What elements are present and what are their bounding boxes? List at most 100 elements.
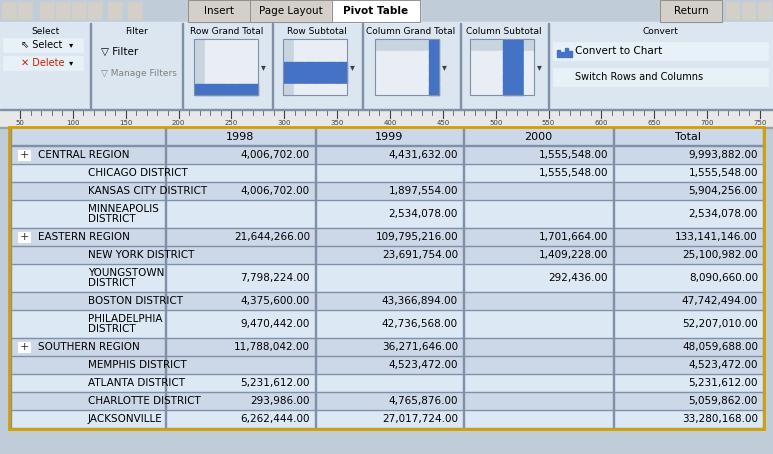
Bar — [216, 39, 226, 49]
Bar — [429, 84, 438, 94]
Text: ▽ Filter: ▽ Filter — [101, 47, 138, 57]
Bar — [418, 62, 427, 72]
Bar — [108, 2, 122, 19]
Text: 52,207,010.00: 52,207,010.00 — [683, 319, 758, 329]
Bar — [481, 84, 491, 94]
Bar — [569, 51, 572, 57]
Bar — [10, 263, 763, 264]
Bar — [90, 23, 91, 108]
Text: 250: 250 — [225, 120, 238, 126]
Bar — [326, 62, 335, 72]
Bar — [553, 42, 768, 60]
Text: 650: 650 — [648, 120, 661, 126]
Bar — [284, 51, 293, 61]
Bar — [376, 39, 385, 49]
Bar — [0, 22, 773, 110]
Bar — [226, 62, 237, 72]
Text: Insert: Insert — [204, 6, 234, 16]
Bar — [337, 84, 346, 94]
Text: Select: Select — [31, 26, 59, 35]
Text: 5,904,256.00: 5,904,256.00 — [689, 186, 758, 196]
Bar — [0, 109, 773, 110]
Bar — [429, 51, 438, 61]
Text: 9,993,882.00: 9,993,882.00 — [689, 150, 758, 160]
Text: 1,409,228.00: 1,409,228.00 — [539, 250, 608, 260]
Bar — [0, 0, 773, 22]
Bar — [492, 73, 502, 83]
Bar — [326, 73, 335, 83]
Text: 47,742,494.00: 47,742,494.00 — [682, 296, 758, 306]
Bar — [513, 73, 523, 83]
Bar — [429, 62, 438, 72]
Bar — [10, 292, 763, 310]
Bar — [660, 0, 722, 22]
Bar — [182, 23, 183, 108]
Bar — [386, 73, 396, 83]
Bar — [513, 51, 523, 61]
Bar — [10, 227, 763, 228]
Bar — [10, 374, 763, 392]
Bar — [471, 51, 480, 61]
Bar — [216, 51, 226, 61]
Bar — [248, 62, 257, 72]
Text: 8,090,660.00: 8,090,660.00 — [689, 273, 758, 283]
Bar — [248, 73, 257, 83]
Bar — [188, 0, 250, 22]
Text: 400: 400 — [383, 120, 397, 126]
Bar — [471, 62, 480, 72]
Bar — [295, 73, 304, 83]
Bar — [295, 62, 304, 72]
Bar — [726, 2, 739, 19]
Bar — [418, 84, 427, 94]
Text: 50: 50 — [15, 120, 25, 126]
Bar — [226, 39, 237, 49]
Bar — [407, 84, 417, 94]
Bar — [18, 150, 30, 160]
Bar — [469, 38, 535, 96]
Bar — [481, 39, 491, 49]
Bar — [315, 51, 325, 61]
Bar — [315, 62, 325, 72]
Text: 36,271,646.00: 36,271,646.00 — [382, 342, 458, 352]
Bar — [492, 51, 502, 61]
Text: ▽ Manage Filters: ▽ Manage Filters — [101, 69, 177, 79]
Text: 4,006,702.00: 4,006,702.00 — [241, 186, 310, 196]
Bar — [284, 62, 293, 72]
Text: CHARLOTTE DISTRICT: CHARLOTTE DISTRICT — [88, 396, 201, 406]
Text: YOUNGSTOWN
DISTRICT: YOUNGSTOWN DISTRICT — [88, 267, 165, 288]
Bar — [10, 391, 763, 392]
Bar — [284, 84, 293, 94]
Bar — [471, 39, 480, 49]
Text: 33,280,168.00: 33,280,168.00 — [682, 414, 758, 424]
Bar — [195, 51, 204, 61]
Bar — [295, 39, 304, 49]
Text: 300: 300 — [278, 120, 291, 126]
Bar — [237, 51, 247, 61]
Bar — [481, 73, 491, 83]
Text: ▾: ▾ — [69, 40, 73, 49]
Text: 4,523,472.00: 4,523,472.00 — [689, 360, 758, 370]
Bar — [205, 39, 215, 49]
Text: 43,366,894.00: 43,366,894.00 — [382, 296, 458, 306]
Bar — [188, 0, 250, 22]
Bar — [10, 163, 763, 164]
Text: Row Subtotal: Row Subtotal — [287, 26, 347, 35]
Bar — [397, 84, 407, 94]
Bar — [195, 39, 204, 49]
Text: CHICAGO DISTRICT: CHICAGO DISTRICT — [88, 168, 188, 178]
Text: 1999: 1999 — [375, 132, 404, 142]
Bar — [471, 84, 480, 94]
Bar — [18, 232, 30, 242]
Bar — [315, 39, 325, 49]
Bar — [237, 62, 247, 72]
Bar — [282, 38, 348, 96]
Bar — [284, 73, 293, 83]
Text: 1998: 1998 — [226, 132, 254, 142]
Text: MINNEAPOLIS
DISTRICT: MINNEAPOLIS DISTRICT — [88, 203, 159, 224]
Bar — [376, 51, 385, 61]
Text: ✕ Delete: ✕ Delete — [21, 58, 64, 68]
Bar — [0, 110, 773, 128]
Text: 1,555,548.00: 1,555,548.00 — [539, 168, 608, 178]
Bar — [237, 73, 247, 83]
Text: 9,470,442.00: 9,470,442.00 — [240, 319, 310, 329]
